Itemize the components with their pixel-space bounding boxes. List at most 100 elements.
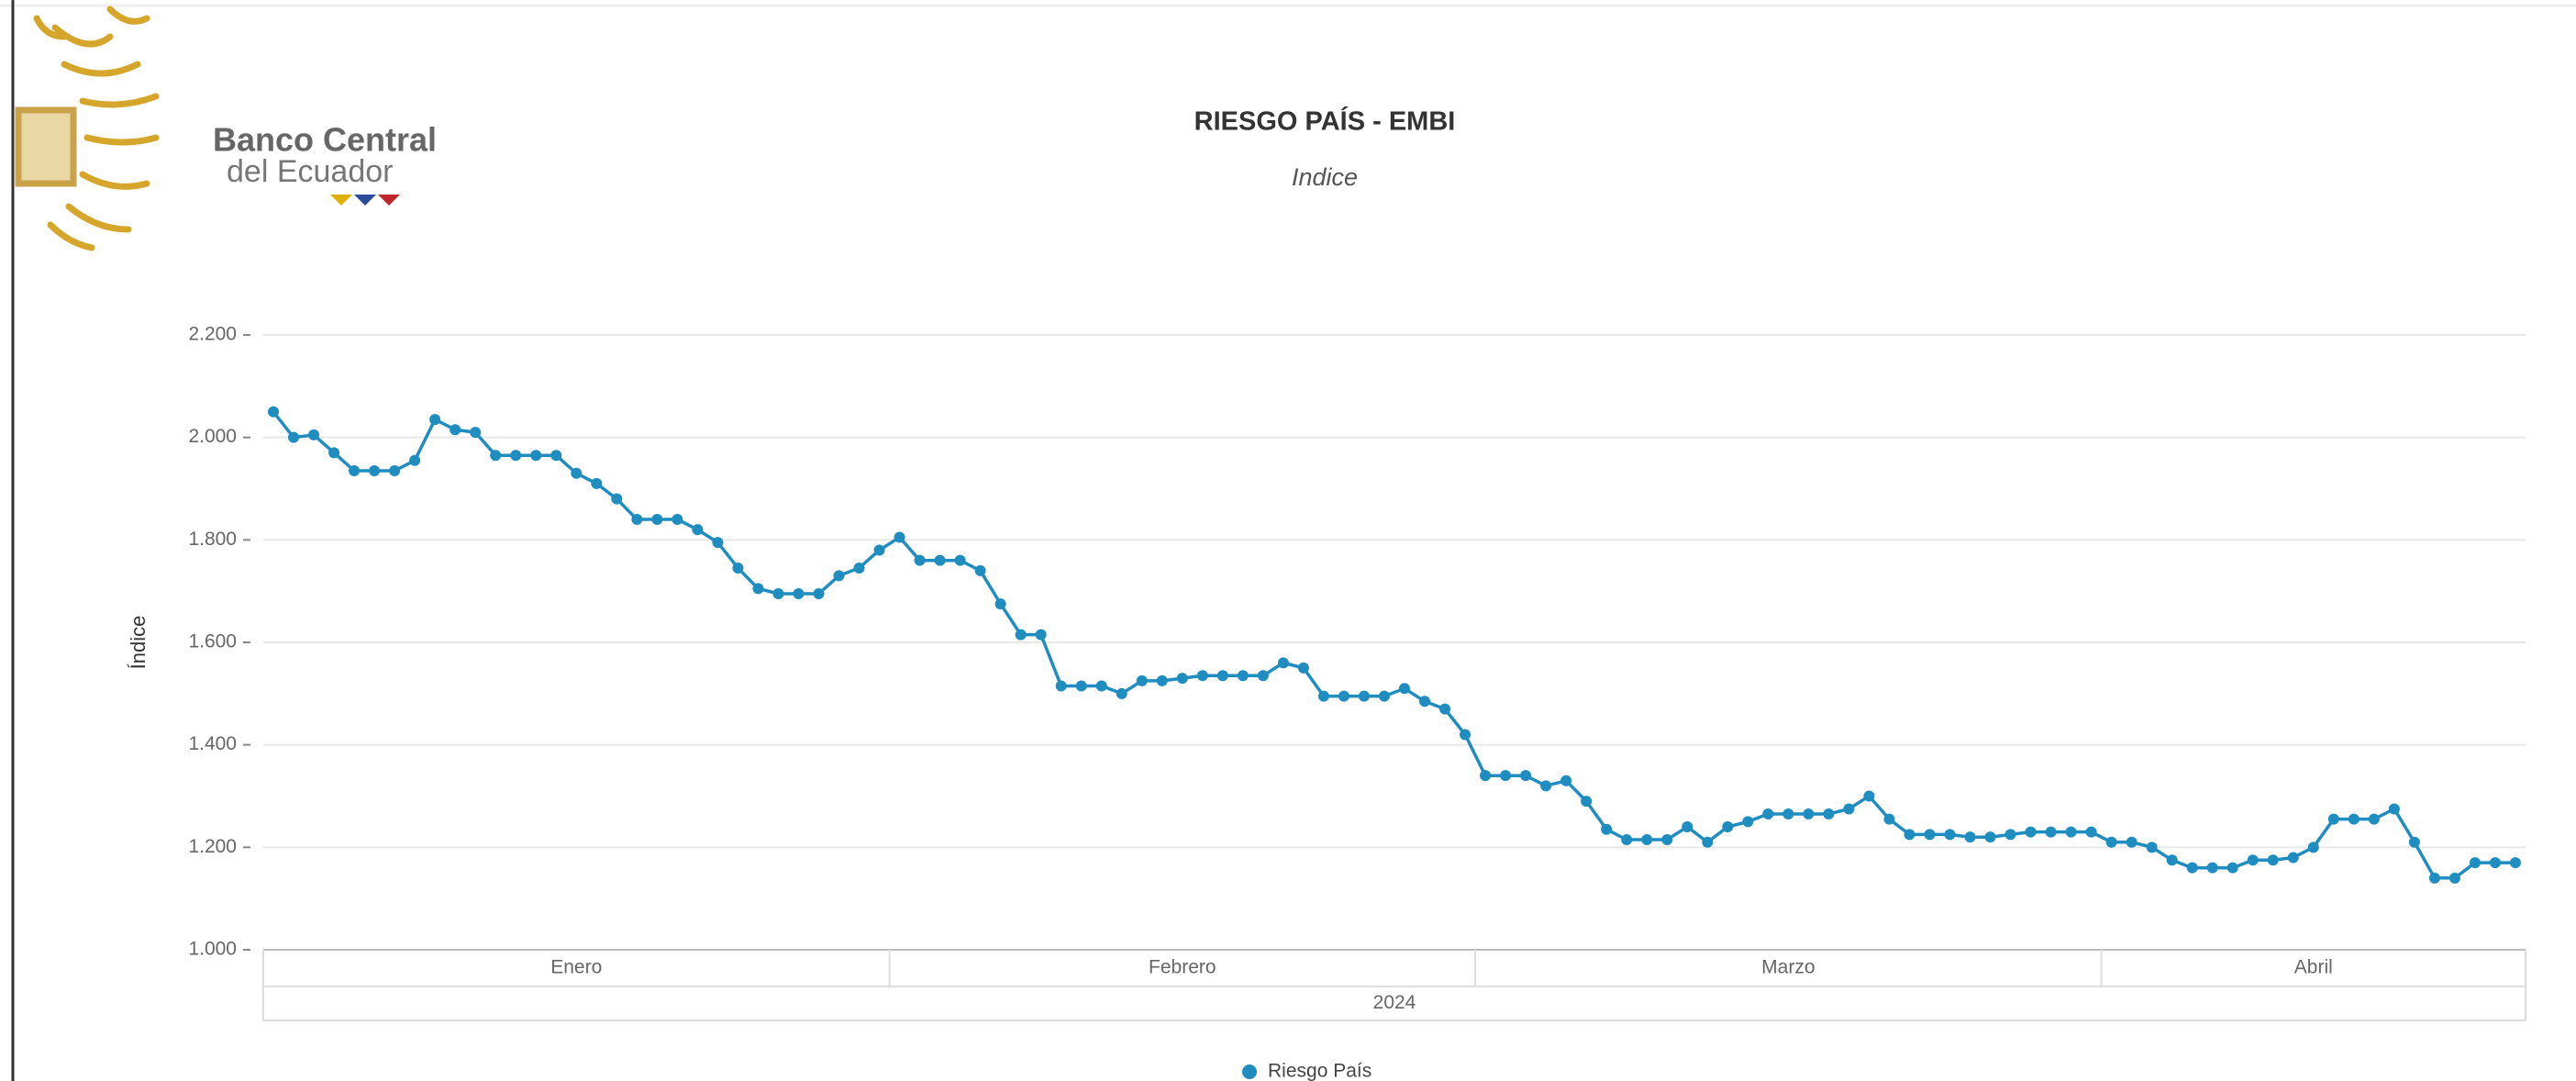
y-tick-label: 1.200 [188, 836, 237, 857]
legend-label: Riesgo País [1268, 1061, 1371, 1081]
data-point [1237, 670, 1249, 682]
data-point [2105, 836, 2117, 848]
data-point [1035, 629, 1047, 641]
data-point [732, 563, 744, 574]
data-point [2186, 862, 2198, 874]
data-point [1924, 829, 1936, 841]
data-point [833, 570, 845, 582]
data-point [672, 514, 683, 525]
y-tick-label: 1.600 [188, 631, 237, 652]
data-point [752, 583, 764, 595]
data-point [2146, 841, 2158, 853]
data-point [1621, 833, 1633, 845]
data-point [772, 587, 784, 599]
data-point [1863, 790, 1875, 802]
data-point [1944, 829, 1956, 841]
data-point [2489, 857, 2501, 869]
data-point [712, 537, 724, 549]
data-point [934, 554, 946, 566]
data-point [1055, 680, 1067, 692]
data-point [2408, 836, 2420, 848]
data-point [349, 464, 361, 476]
data-point [429, 414, 441, 426]
data-point [2388, 803, 2400, 815]
data-point [1075, 680, 1087, 692]
data-point [2428, 872, 2440, 884]
x-group-label: Enero [550, 957, 602, 978]
data-point [1803, 808, 1815, 820]
data-point [1702, 836, 1714, 848]
series-line [272, 410, 2515, 880]
data-point [631, 514, 643, 525]
data-point [1216, 670, 1228, 682]
data-point [1601, 823, 1613, 835]
data-point [288, 431, 300, 443]
data-point [611, 493, 623, 505]
x-group-label: Marzo [1761, 957, 1815, 978]
x-year-label: 2024 [1373, 992, 1416, 1013]
data-point [591, 477, 603, 489]
data-point [1116, 687, 1127, 699]
chart-subtitle: Indice [1292, 163, 1358, 191]
data-point [1419, 696, 1431, 708]
data-point [1964, 831, 1976, 843]
data-point [813, 587, 825, 599]
legend-marker [1242, 1064, 1257, 1079]
data-point [1560, 775, 1572, 786]
data-point [1277, 657, 1289, 669]
data-point [1196, 670, 1208, 682]
data-point [530, 450, 542, 462]
logo-line-2: del Ecuador [227, 154, 393, 189]
data-point [954, 554, 966, 566]
data-point [1480, 770, 1492, 782]
data-point [1136, 674, 1148, 686]
data-point [1500, 770, 1512, 782]
data-point [873, 544, 885, 556]
data-point [2448, 872, 2460, 884]
data-point [1399, 683, 1411, 695]
data-point [268, 406, 280, 418]
data-point [2166, 854, 2178, 866]
data-point [510, 450, 522, 462]
data-point [490, 450, 502, 462]
data-point [450, 424, 461, 436]
data-point [1782, 808, 1794, 820]
data-point [389, 464, 401, 476]
data-point [1358, 690, 1370, 702]
data-point [308, 429, 320, 440]
data-point [974, 564, 986, 576]
data-point [853, 563, 865, 574]
y-axis-title: Índice [127, 616, 150, 670]
data-point [1823, 808, 1835, 820]
data-point [2287, 852, 2299, 864]
data-point [2126, 836, 2137, 848]
data-point [1439, 703, 1451, 715]
data-point [692, 524, 704, 536]
data-point [2226, 862, 2238, 874]
data-point [1156, 674, 1168, 686]
data-point [1722, 821, 1734, 832]
data-point [550, 450, 562, 462]
data-point [2348, 813, 2359, 825]
data-point [914, 554, 926, 566]
data-point [1904, 829, 1915, 841]
y-tick-label: 2.000 [188, 426, 237, 447]
data-point [369, 464, 381, 476]
data-point [2004, 829, 2016, 841]
data-point [2065, 826, 2077, 838]
data-point [2247, 854, 2259, 866]
data-point [894, 531, 905, 543]
data-point [2469, 857, 2481, 869]
data-point [2025, 826, 2037, 838]
data-point [409, 454, 421, 466]
data-point [1682, 821, 1693, 832]
data-point [328, 447, 340, 459]
data-point [1540, 780, 1552, 792]
data-point [1378, 690, 1390, 702]
data-point [1984, 831, 1996, 843]
data-point [1883, 813, 1895, 825]
data-point [1641, 833, 1653, 845]
data-point [1762, 808, 1774, 820]
